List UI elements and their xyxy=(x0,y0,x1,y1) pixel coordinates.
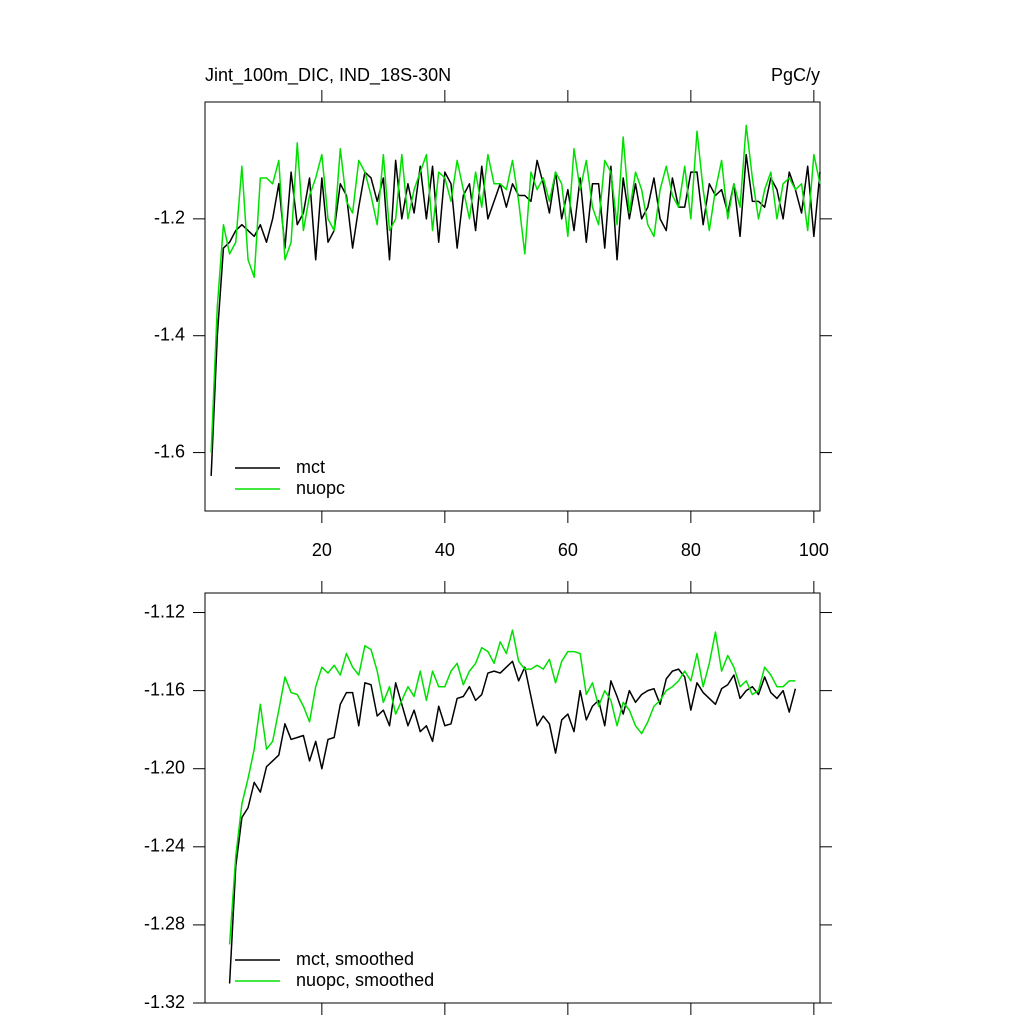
series-line xyxy=(228,660,797,984)
x-tick-label: 100 xyxy=(799,540,829,560)
chart-title: Jint_100m_DIC, IND_18S-30N xyxy=(205,65,451,86)
legend-label: mct xyxy=(296,457,325,477)
series-line xyxy=(210,124,821,453)
series-line xyxy=(228,629,796,945)
plot-frame xyxy=(204,101,821,512)
plot-frame xyxy=(204,592,821,1004)
legend-label: nuopc, smoothed xyxy=(296,970,434,990)
y-tick-label: -1.12 xyxy=(144,601,185,621)
units-label: PgC/y xyxy=(771,65,820,85)
y-tick-label: -1.16 xyxy=(144,679,185,699)
y-tick-label: -1.28 xyxy=(144,914,185,934)
y-tick-label: -1.2 xyxy=(154,208,185,228)
x-tick-label: 80 xyxy=(681,540,701,560)
y-tick-label: -1.32 xyxy=(144,992,185,1012)
x-tick-label: 60 xyxy=(558,540,578,560)
y-tick-label: -1.20 xyxy=(144,757,185,777)
legend-label: nuopc xyxy=(296,478,345,498)
y-tick-label: -1.6 xyxy=(154,441,185,461)
legend-label: mct, smoothed xyxy=(296,949,414,969)
x-tick-label: 40 xyxy=(435,540,455,560)
y-tick-label: -1.4 xyxy=(154,324,185,344)
y-tick-label: -1.24 xyxy=(144,836,185,856)
series-line xyxy=(210,153,821,476)
x-tick-label: 20 xyxy=(312,540,332,560)
